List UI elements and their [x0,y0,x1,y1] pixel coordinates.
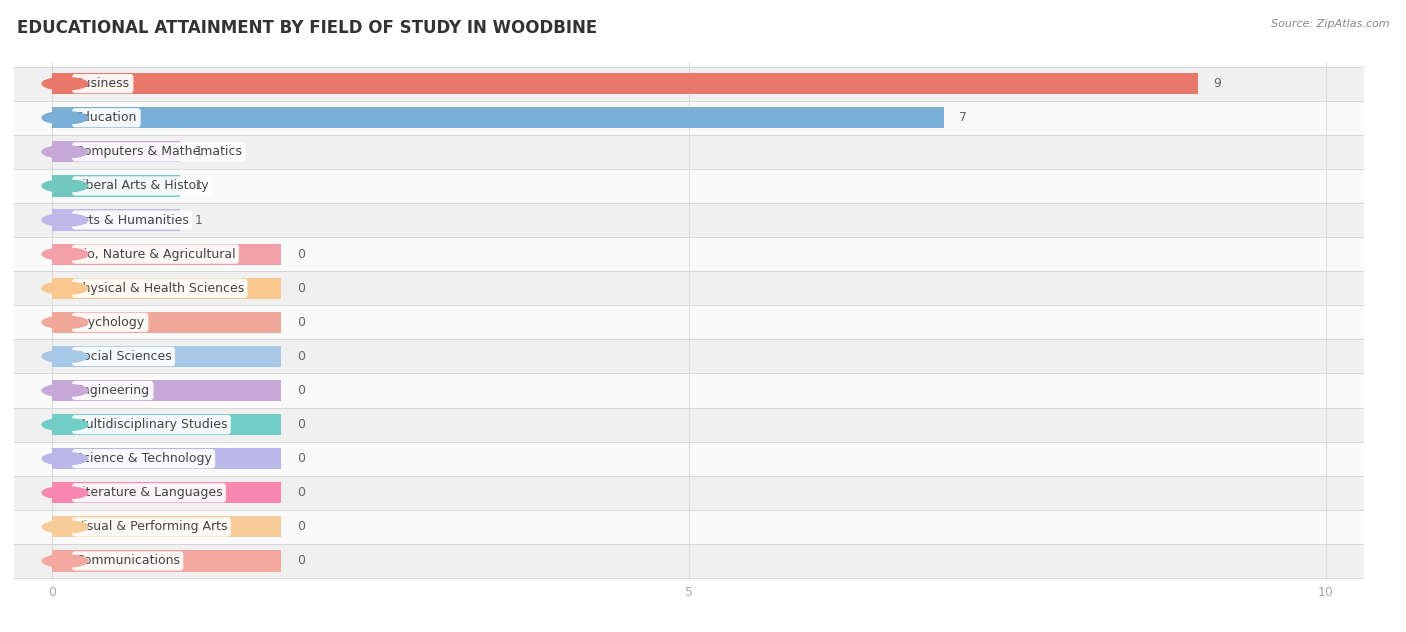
Bar [52,516,281,537]
Text: 1: 1 [195,179,202,192]
FancyBboxPatch shape [0,100,1389,135]
Text: Social Sciences: Social Sciences [75,350,172,363]
Circle shape [42,316,89,329]
Text: 0: 0 [297,282,305,295]
FancyBboxPatch shape [0,66,1389,100]
FancyBboxPatch shape [0,408,1389,442]
Text: Science & Technology: Science & Technology [75,453,212,465]
Circle shape [42,487,89,499]
Text: Business: Business [75,77,131,90]
Text: Multidisciplinary Studies: Multidisciplinary Studies [75,418,228,431]
Text: Education: Education [75,111,138,125]
Bar [52,142,180,162]
FancyBboxPatch shape [0,271,1389,305]
Bar [52,73,1198,94]
Text: EDUCATIONAL ATTAINMENT BY FIELD OF STUDY IN WOODBINE: EDUCATIONAL ATTAINMENT BY FIELD OF STUDY… [17,19,598,37]
Circle shape [42,282,89,295]
Bar [52,482,281,503]
Circle shape [42,350,89,363]
FancyBboxPatch shape [0,374,1389,408]
Text: 0: 0 [297,453,305,465]
FancyBboxPatch shape [0,544,1389,578]
Bar [52,107,943,128]
Circle shape [42,112,89,124]
Circle shape [42,78,89,90]
Text: 0: 0 [297,248,305,260]
Circle shape [42,248,89,260]
Text: 0: 0 [297,554,305,568]
Text: Communications: Communications [75,554,180,568]
Text: Bio, Nature & Agricultural: Bio, Nature & Agricultural [75,248,236,260]
Text: Computers & Mathematics: Computers & Mathematics [75,145,242,159]
Bar [52,312,281,333]
Circle shape [42,521,89,533]
Text: Physical & Health Sciences: Physical & Health Sciences [75,282,245,295]
Bar [52,550,281,571]
Text: 0: 0 [297,520,305,533]
Text: Visual & Performing Arts: Visual & Performing Arts [75,520,228,533]
Bar [52,243,281,265]
FancyBboxPatch shape [0,237,1389,271]
Bar [52,346,281,367]
Text: 0: 0 [297,486,305,499]
Circle shape [42,384,89,397]
Circle shape [42,555,89,567]
Text: 0: 0 [297,316,305,329]
Text: 0: 0 [297,384,305,397]
FancyBboxPatch shape [0,169,1389,203]
Text: 0: 0 [297,350,305,363]
Bar [52,277,281,299]
Bar [52,380,281,401]
FancyBboxPatch shape [0,339,1389,374]
Text: 7: 7 [959,111,967,125]
Text: Engineering: Engineering [75,384,150,397]
FancyBboxPatch shape [0,442,1389,476]
Bar [52,414,281,435]
Text: 1: 1 [195,214,202,226]
Text: Literature & Languages: Literature & Languages [75,486,222,499]
FancyBboxPatch shape [0,510,1389,544]
Bar [52,448,281,470]
Circle shape [42,214,89,226]
Text: 1: 1 [195,145,202,159]
Text: Arts & Humanities: Arts & Humanities [75,214,188,226]
Text: Liberal Arts & History: Liberal Arts & History [75,179,209,192]
FancyBboxPatch shape [0,203,1389,237]
Text: Source: ZipAtlas.com: Source: ZipAtlas.com [1271,19,1389,29]
Circle shape [42,453,89,465]
FancyBboxPatch shape [0,476,1389,510]
Text: Psychology: Psychology [75,316,145,329]
Circle shape [42,418,89,431]
Text: 9: 9 [1213,77,1222,90]
Bar [52,175,180,197]
Text: 0: 0 [297,418,305,431]
Circle shape [42,179,89,192]
FancyBboxPatch shape [0,305,1389,339]
FancyBboxPatch shape [0,135,1389,169]
Circle shape [42,146,89,158]
Bar [52,209,180,231]
